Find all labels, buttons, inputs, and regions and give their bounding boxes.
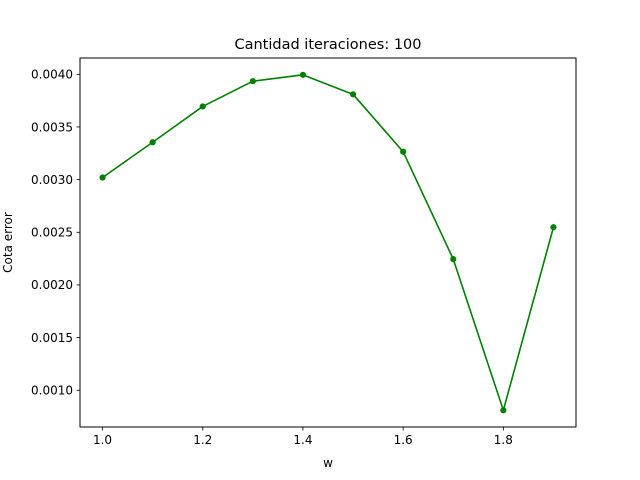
x-tick-label: 1.2 xyxy=(193,433,212,447)
data-point xyxy=(149,139,156,146)
y-tick-label: 0.0025 xyxy=(31,226,73,240)
y-tick-label: 0.0020 xyxy=(31,278,73,292)
x-axis-label: w xyxy=(323,456,333,470)
x-tick-label: 1.6 xyxy=(394,433,413,447)
series-line xyxy=(102,74,555,412)
y-tick-label: 0.0030 xyxy=(31,173,73,187)
data-point xyxy=(450,256,457,263)
x-tick-label: 1.0 xyxy=(93,433,112,447)
data-point xyxy=(550,224,557,231)
data-point xyxy=(500,407,507,414)
data-point xyxy=(199,103,206,110)
data-point xyxy=(349,91,357,98)
data-point xyxy=(249,78,256,85)
y-tick-label: 0.0040 xyxy=(31,68,73,82)
x-tick-label: 1.4 xyxy=(293,433,312,447)
x-tick-label: 1.8 xyxy=(494,433,513,447)
data-point xyxy=(400,148,407,155)
y-axis-label: Cota error xyxy=(1,212,15,273)
y-tick-label: 0.0035 xyxy=(31,120,73,134)
y-tick-label: 0.0015 xyxy=(31,331,73,345)
y-tick-label: 0.0010 xyxy=(31,384,73,398)
chart-title: Cantidad iteraciones: 100 xyxy=(234,37,421,53)
data-point xyxy=(299,71,307,78)
data-point xyxy=(99,174,106,181)
plot-frame xyxy=(79,57,577,428)
